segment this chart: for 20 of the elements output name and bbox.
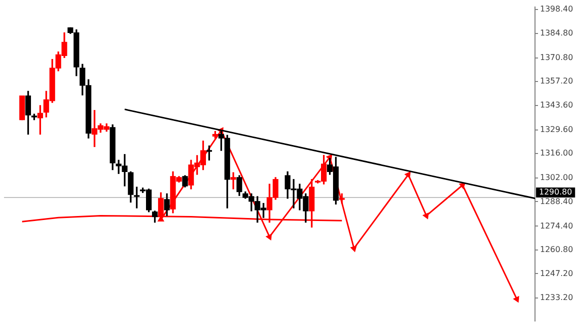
candlestick bbox=[19, 96, 25, 120]
y-tick-label: 1233.20 bbox=[540, 293, 574, 302]
y-tick-label: 1274.40 bbox=[540, 221, 574, 230]
point bbox=[512, 296, 520, 303]
y-tick-label: 1370.80 bbox=[540, 52, 574, 62]
y-tick-label: 1329.60 bbox=[540, 124, 574, 134]
y-tick-label: 1343.60 bbox=[540, 100, 574, 110]
y-tick-label: 1398.40 bbox=[540, 4, 574, 14]
y-tick-label: 1288.40 bbox=[540, 196, 574, 206]
point bbox=[404, 171, 411, 178]
y-tick-label: 1357.20 bbox=[540, 76, 574, 86]
y-tick-label: 1260.80 bbox=[540, 245, 574, 254]
point bbox=[350, 246, 357, 252]
point bbox=[266, 234, 272, 240]
y-tick-label: 1384.80 bbox=[540, 28, 574, 38]
point bbox=[422, 212, 429, 220]
y-tick-label: 1316.00 bbox=[540, 148, 574, 158]
y-tick-label: 1302.00 bbox=[540, 173, 574, 182]
y-tick-label: 1247.20 bbox=[540, 268, 574, 278]
ref-line-label: 1290.80 bbox=[539, 188, 572, 197]
